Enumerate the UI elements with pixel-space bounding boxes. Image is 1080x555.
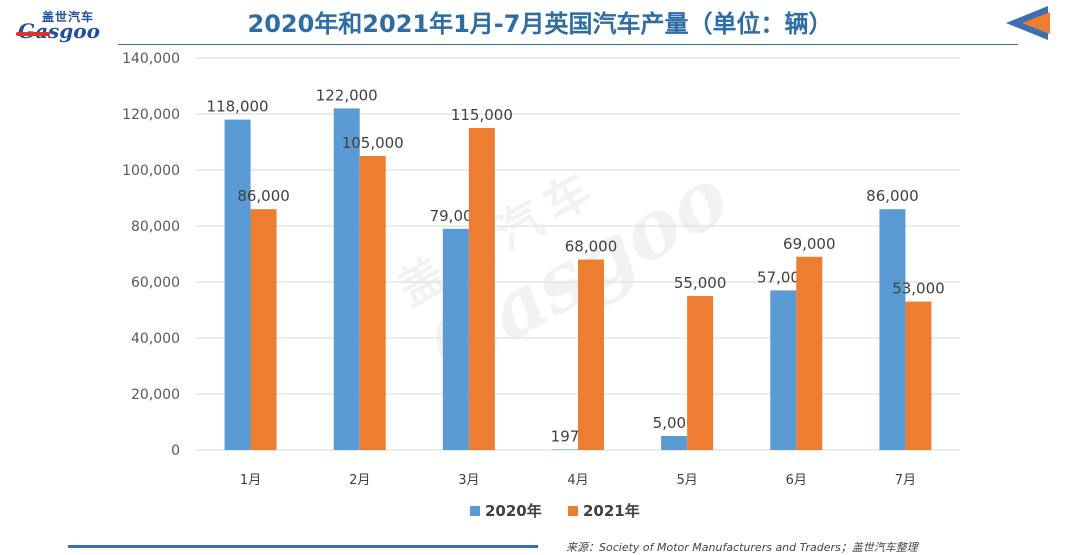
data-label: 55,000 xyxy=(674,274,727,292)
data-label: 118,000 xyxy=(207,98,269,116)
data-label: 86,000 xyxy=(866,187,919,205)
legend-label: 2020年 xyxy=(485,502,542,520)
x-tick-label: 2月 xyxy=(349,473,370,488)
data-label: 115,000 xyxy=(451,106,513,124)
bar-2020 xyxy=(770,290,797,450)
title-divider xyxy=(118,44,1018,45)
legend-swatch xyxy=(568,506,578,516)
data-label: 68,000 xyxy=(565,238,618,256)
bar-2021 xyxy=(578,259,604,450)
data-label: 53,000 xyxy=(892,280,945,298)
y-tick-label: 20,000 xyxy=(131,387,180,403)
data-label: 5,000 xyxy=(653,414,696,432)
x-tick-label: 1月 xyxy=(240,473,261,488)
data-label: 197 xyxy=(551,427,580,445)
logo-wordmark: Gasgoo xyxy=(18,19,100,43)
y-tick-label: 0 xyxy=(171,443,180,459)
bar-2020 xyxy=(552,449,578,450)
data-label: 86,000 xyxy=(237,187,290,205)
y-tick-label: 80,000 xyxy=(131,219,180,235)
page-title: 2020年和2021年1月-7月英国汽车产量（单位：辆） xyxy=(247,10,833,38)
x-tick-label: 7月 xyxy=(895,473,916,488)
bar-2020 xyxy=(333,108,360,451)
bar-2021 xyxy=(250,209,277,450)
x-tick-label: 3月 xyxy=(458,473,479,488)
logo-cn-text: 盖世汽车 xyxy=(42,10,95,24)
data-label: 69,000 xyxy=(783,235,836,253)
bar-2021 xyxy=(905,301,932,450)
y-tick-label: 120,000 xyxy=(122,107,180,123)
legend-swatch xyxy=(470,506,480,516)
x-tick-label: 6月 xyxy=(786,473,807,488)
bar-2021 xyxy=(796,256,823,450)
bar-2020 xyxy=(442,228,469,450)
y-tick-label: 140,000 xyxy=(122,51,180,67)
data-label: 122,000 xyxy=(316,86,378,104)
bar-2021 xyxy=(359,156,386,450)
gasgoo-logo: 盖世汽车 Gasgoo xyxy=(16,6,116,48)
x-tick-label: 4月 xyxy=(567,473,588,488)
bar-2020 xyxy=(224,119,251,450)
logo-swoosh xyxy=(16,32,50,36)
back-arrow-icon[interactable] xyxy=(1000,4,1056,42)
legend-label: 2021年 xyxy=(583,502,640,520)
y-tick-label: 60,000 xyxy=(131,275,180,291)
x-tick-label: 5月 xyxy=(677,473,698,488)
footer-bar xyxy=(68,545,538,548)
data-label: 105,000 xyxy=(342,134,404,152)
bar-2021 xyxy=(687,296,714,450)
y-tick-label: 100,000 xyxy=(122,163,180,179)
bar-2020 xyxy=(661,436,688,450)
y-tick-label: 40,000 xyxy=(131,331,180,347)
bar-2021 xyxy=(468,128,495,450)
bar-2020 xyxy=(879,209,906,450)
source-note: 来源：Society of Motor Manufacturers and Tr… xyxy=(566,541,918,554)
